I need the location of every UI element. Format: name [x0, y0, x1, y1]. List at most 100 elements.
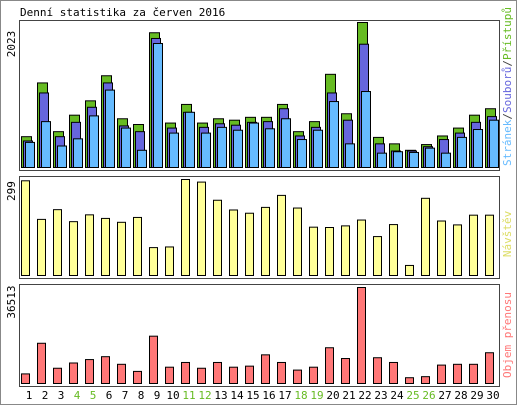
x-label-day-16: 16	[262, 389, 275, 402]
bar-kbytes-day-5	[85, 359, 94, 385]
bar-kbytes-day-14	[229, 366, 238, 384]
bar-visits-day-1	[21, 180, 30, 277]
bar-kbytes-day-7	[117, 363, 126, 384]
bar-kbytes-day-8	[133, 370, 142, 384]
bar-str-nek-day-7	[121, 127, 131, 169]
bar-visits-day-29	[469, 214, 478, 276]
x-label-day-21: 21	[342, 389, 355, 402]
x-label-day-1: 1	[26, 389, 33, 402]
bar-str-nek-day-10	[169, 132, 179, 169]
bar-visits-day-28	[453, 224, 462, 277]
bar-visits-day-7	[117, 221, 126, 276]
x-label-day-3: 3	[58, 389, 65, 402]
x-axis-day-labels: 1 2 3 4 5 6 7 8 9 10 11 12 13 14 15 16 17 18 19 20 21 22 23 24 2…	[26, 389, 500, 402]
bar-str-nek-day-2	[41, 121, 51, 168]
x-label-day-6: 6	[106, 389, 113, 402]
bar-visits-day-23	[373, 236, 382, 277]
x-label-day-5: 5	[90, 389, 97, 402]
x-label-day-9: 9	[154, 389, 161, 402]
x-label-day-17: 17	[278, 389, 291, 402]
chart-title: Denní statistika za červen 2016	[20, 6, 225, 19]
bar-visits-day-9	[149, 247, 158, 276]
bar-str-nek-day-3	[57, 145, 67, 169]
bar-kbytes-day-19	[309, 366, 318, 384]
bar-kbytes-day-4	[69, 362, 78, 385]
bar-str-nek-day-8	[137, 149, 147, 168]
x-label-day-10: 10	[166, 389, 179, 402]
legend-hits: Přístupů	[501, 7, 514, 60]
bar-kbytes-day-15	[245, 365, 254, 385]
bar-visits-day-25	[405, 264, 414, 277]
x-label-day-4: 4	[74, 389, 81, 402]
bar-kbytes-day-17	[277, 361, 286, 385]
x-label-day-28: 28	[454, 389, 467, 402]
bar-str-nek-day-28	[457, 136, 467, 168]
bar-str-nek-day-6	[105, 89, 115, 168]
bar-visits-day-27	[437, 220, 446, 277]
x-label-day-19: 19	[310, 389, 323, 402]
bar-str-nek-day-30	[489, 119, 499, 168]
x-label-day-27: 27	[438, 389, 451, 402]
bar-visits-day-10	[165, 246, 174, 276]
hits-panel-bars	[21, 22, 499, 169]
bar-visits-day-6	[101, 217, 110, 276]
x-label-day-11: 11	[182, 389, 195, 402]
x-label-day-30: 30	[486, 389, 499, 402]
bar-str-nek-day-9	[153, 43, 163, 168]
visits-panel-frame	[19, 176, 500, 279]
x-label-day-15: 15	[246, 389, 259, 402]
kbytes-panel-ymax-label: 36513	[5, 285, 18, 318]
visits-panel-bars	[21, 179, 494, 277]
bar-str-nek-day-17	[281, 118, 291, 168]
legend-pages: Stránek	[501, 119, 514, 166]
hits-panel-legend: Stránek/Souborů/Přístupů	[501, 7, 514, 166]
x-label-day-8: 8	[138, 389, 145, 402]
bar-visits-day-26	[421, 197, 430, 276]
bar-str-nek-day-21	[345, 143, 355, 169]
bar-visits-day-14	[229, 209, 238, 276]
bar-str-nek-day-22	[361, 91, 371, 168]
bar-kbytes-day-1	[21, 373, 30, 384]
bar-str-nek-day-4	[73, 138, 83, 169]
bar-kbytes-day-11	[181, 361, 190, 385]
bar-str-nek-day-1	[25, 141, 35, 169]
bar-visits-day-8	[133, 216, 142, 277]
bar-str-nek-day-15	[249, 122, 259, 169]
x-label-day-7: 7	[122, 389, 129, 402]
bar-kbytes-day-28	[453, 363, 462, 384]
bar-kbytes-day-20	[325, 347, 334, 384]
bar-kbytes-day-22	[357, 287, 366, 384]
bar-visits-day-22	[357, 219, 366, 277]
x-label-day-20: 20	[326, 389, 339, 402]
bar-kbytes-day-13	[213, 361, 222, 385]
bar-str-nek-day-16	[265, 128, 275, 168]
kbytes-panel-legend: Objem přenosu	[501, 292, 514, 378]
x-label-day-22: 22	[358, 389, 371, 402]
bar-visits-day-17	[277, 194, 286, 276]
bar-str-nek-day-11	[185, 111, 195, 168]
bar-str-nek-day-14	[233, 129, 243, 168]
x-label-day-2: 2	[42, 389, 49, 402]
bar-str-nek-day-27	[441, 152, 451, 169]
x-label-day-26: 26	[422, 389, 435, 402]
bar-kbytes-day-23	[373, 357, 382, 384]
bar-kbytes-day-2	[37, 342, 46, 384]
hits-panel-frame	[19, 20, 500, 171]
bar-kbytes-day-25	[405, 377, 414, 385]
bar-str-nek-day-13	[217, 126, 227, 169]
bar-kbytes-day-16	[261, 354, 270, 384]
bar-visits-day-19	[309, 226, 318, 276]
bar-kbytes-day-12	[197, 367, 206, 385]
bar-visits-day-5	[85, 214, 94, 276]
bar-visits-day-3	[53, 209, 62, 276]
bar-kbytes-day-24	[389, 361, 398, 385]
bar-str-nek-day-19	[313, 129, 323, 168]
bar-kbytes-day-18	[293, 369, 302, 384]
bar-str-nek-day-26	[425, 147, 435, 168]
bar-kbytes-day-9	[149, 335, 158, 384]
kbytes-panel-frame	[19, 284, 500, 387]
legend-files: Souborů	[501, 67, 514, 113]
